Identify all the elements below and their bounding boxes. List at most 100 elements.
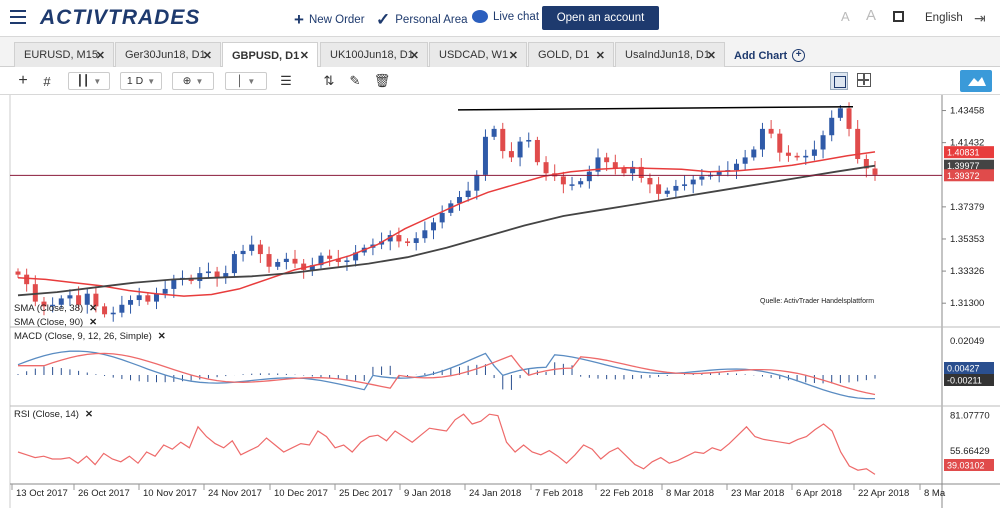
candle-body bbox=[656, 184, 662, 194]
time-tick-label: 8 Ma bbox=[924, 488, 946, 499]
logout-icon[interactable]: ⇥ bbox=[974, 10, 986, 26]
candle-body bbox=[275, 261, 281, 267]
candle-body bbox=[837, 108, 843, 118]
candle-body bbox=[154, 293, 160, 302]
cloud-icon[interactable] bbox=[960, 70, 992, 92]
candle-body bbox=[612, 162, 618, 169]
close-icon[interactable]: ✕ bbox=[706, 49, 716, 62]
sma-fast-line bbox=[17, 151, 876, 297]
grid-icon[interactable]: # bbox=[43, 73, 51, 89]
font-increase-icon[interactable]: A bbox=[866, 7, 877, 24]
close-icon[interactable]: ✕ bbox=[157, 331, 166, 342]
candle-body bbox=[171, 279, 177, 289]
edit-icon[interactable]: ✎ bbox=[349, 73, 361, 88]
candle-body bbox=[855, 128, 861, 159]
drawing-tool-select[interactable]: │ ▼ bbox=[225, 72, 267, 90]
close-icon[interactable]: ✕ bbox=[595, 49, 605, 62]
candle-body bbox=[58, 298, 64, 305]
timeframe-select[interactable]: 1 D ▼ bbox=[120, 72, 162, 90]
chart-area[interactable]: 1.43458 1.41432 1.37379 1.35353 1.33326 1.313… bbox=[0, 95, 1000, 508]
candle-body bbox=[76, 295, 82, 305]
time-tick-label: 10 Dec 2017 bbox=[274, 488, 328, 499]
menu-icon[interactable] bbox=[10, 10, 26, 24]
new-order-button[interactable]: + New Order bbox=[294, 10, 365, 29]
candle-body bbox=[249, 244, 255, 251]
candle-body bbox=[630, 166, 636, 174]
rsi-tick-label: 55.66429 bbox=[950, 446, 990, 457]
personal-area-button[interactable]: ✓ Personal Area bbox=[376, 10, 468, 29]
candle-body bbox=[820, 135, 826, 150]
single-layout-icon[interactable] bbox=[830, 72, 848, 90]
price-tick-label: 1.41432 bbox=[950, 138, 984, 149]
tab-ger30[interactable]: Ger30Jun18, D1 ✕ bbox=[115, 42, 221, 67]
signal-price-label-bg bbox=[944, 374, 994, 386]
chart-type-select[interactable]: ┃┃ ▼ bbox=[68, 72, 110, 90]
font-decrease-icon[interactable]: A bbox=[841, 9, 850, 24]
tab-gbpusd[interactable]: GBPUSD, D1 ✕ bbox=[222, 42, 318, 68]
tab-uk100[interactable]: UK100Jun18, D1 ✕ bbox=[320, 42, 428, 67]
sma-fast-legend: SMA (Close, 38) ✕ bbox=[14, 303, 98, 314]
tab-usdcad[interactable]: USDCAD, W1 ✕ bbox=[429, 42, 527, 67]
macd-panel: 0.02049 0.00427 -0.00211 bbox=[17, 336, 994, 400]
watermark: Quelle: ActivTrader Handelsplattform bbox=[760, 298, 874, 305]
candle-body bbox=[543, 162, 549, 174]
fibonacci-icon[interactable]: ☰ bbox=[280, 73, 292, 88]
close-icon[interactable]: ✕ bbox=[89, 303, 98, 314]
close-icon[interactable]: ✕ bbox=[299, 50, 309, 62]
time-axis: 13 Oct 2017 26 Oct 2017 10 Nov 2017 24 Nov … bbox=[11, 484, 946, 499]
candle-body bbox=[785, 152, 791, 156]
crosshair-icon[interactable]: + bbox=[18, 72, 28, 89]
price-tick-label: 1.33326 bbox=[950, 266, 984, 277]
time-tick-label: 7 Feb 2018 bbox=[535, 488, 583, 499]
macd-signal-line bbox=[18, 352, 876, 396]
sma-fast-price-label-bg bbox=[944, 146, 994, 159]
language-selector[interactable]: English bbox=[925, 12, 963, 24]
trendline[interactable] bbox=[457, 105, 854, 111]
rsi-tick-label: 81.07770 bbox=[950, 410, 990, 421]
last-price-label: 1.39372 bbox=[947, 171, 980, 181]
candle-body bbox=[257, 244, 263, 255]
time-tick-label: 24 Jan 2018 bbox=[469, 488, 521, 499]
candle-body bbox=[500, 128, 506, 152]
chevron-down-icon: ▼ bbox=[93, 76, 102, 86]
candle-body bbox=[335, 258, 341, 262]
close-icon[interactable]: ✕ bbox=[409, 49, 419, 62]
last-price-label-bg bbox=[944, 169, 994, 182]
candle-body bbox=[508, 151, 514, 158]
candle-body bbox=[301, 263, 307, 270]
window-icon[interactable] bbox=[893, 11, 904, 22]
time-tick-label: 8 Mar 2018 bbox=[666, 488, 714, 499]
candle-body bbox=[768, 128, 774, 134]
rsi-panel: 81.07770 55.66429 39.03102 bbox=[17, 410, 994, 475]
tab-gold[interactable]: GOLD, D1 ✕ bbox=[528, 42, 614, 67]
candle-body bbox=[318, 255, 324, 266]
tab-eurusd[interactable]: EURUSD, M15 ✕ bbox=[14, 42, 114, 67]
candle-body bbox=[742, 157, 748, 164]
rsi-line bbox=[17, 413, 876, 475]
indicator-select[interactable]: ⊕ ▼ bbox=[172, 72, 214, 90]
candle-body bbox=[482, 136, 488, 175]
macd-line bbox=[17, 350, 875, 400]
grid-layout-icon[interactable] bbox=[857, 73, 871, 87]
candle-body bbox=[699, 176, 705, 180]
close-icon[interactable]: ✕ bbox=[95, 49, 105, 62]
trash-icon[interactable]: 🗑 bbox=[373, 73, 391, 88]
tab-usaind[interactable]: UsaIndJun18, D1 ✕ bbox=[615, 42, 725, 67]
candle-body bbox=[690, 179, 696, 185]
sma-slow-price-label-bg bbox=[944, 159, 994, 172]
candle-body bbox=[759, 128, 765, 150]
candle-body bbox=[595, 157, 601, 172]
candle-body bbox=[387, 235, 393, 242]
close-icon[interactable]: ✕ bbox=[202, 49, 212, 62]
close-icon[interactable]: ✕ bbox=[508, 49, 518, 62]
open-account-button[interactable]: Open an account bbox=[542, 6, 659, 30]
close-icon[interactable]: ✕ bbox=[89, 317, 98, 328]
live-chat-button[interactable]: Live chat bbox=[472, 10, 539, 23]
close-icon[interactable]: ✕ bbox=[84, 409, 93, 420]
candle-body bbox=[465, 190, 471, 198]
add-chart-button[interactable]: Add Chart + bbox=[734, 49, 806, 62]
layers-icon[interactable]: ⇅ bbox=[323, 73, 335, 88]
time-tick-label: 22 Feb 2018 bbox=[600, 488, 653, 499]
sma-fast-price-label: 1.40831 bbox=[947, 148, 980, 158]
price-tick-label: 1.35353 bbox=[950, 234, 984, 245]
